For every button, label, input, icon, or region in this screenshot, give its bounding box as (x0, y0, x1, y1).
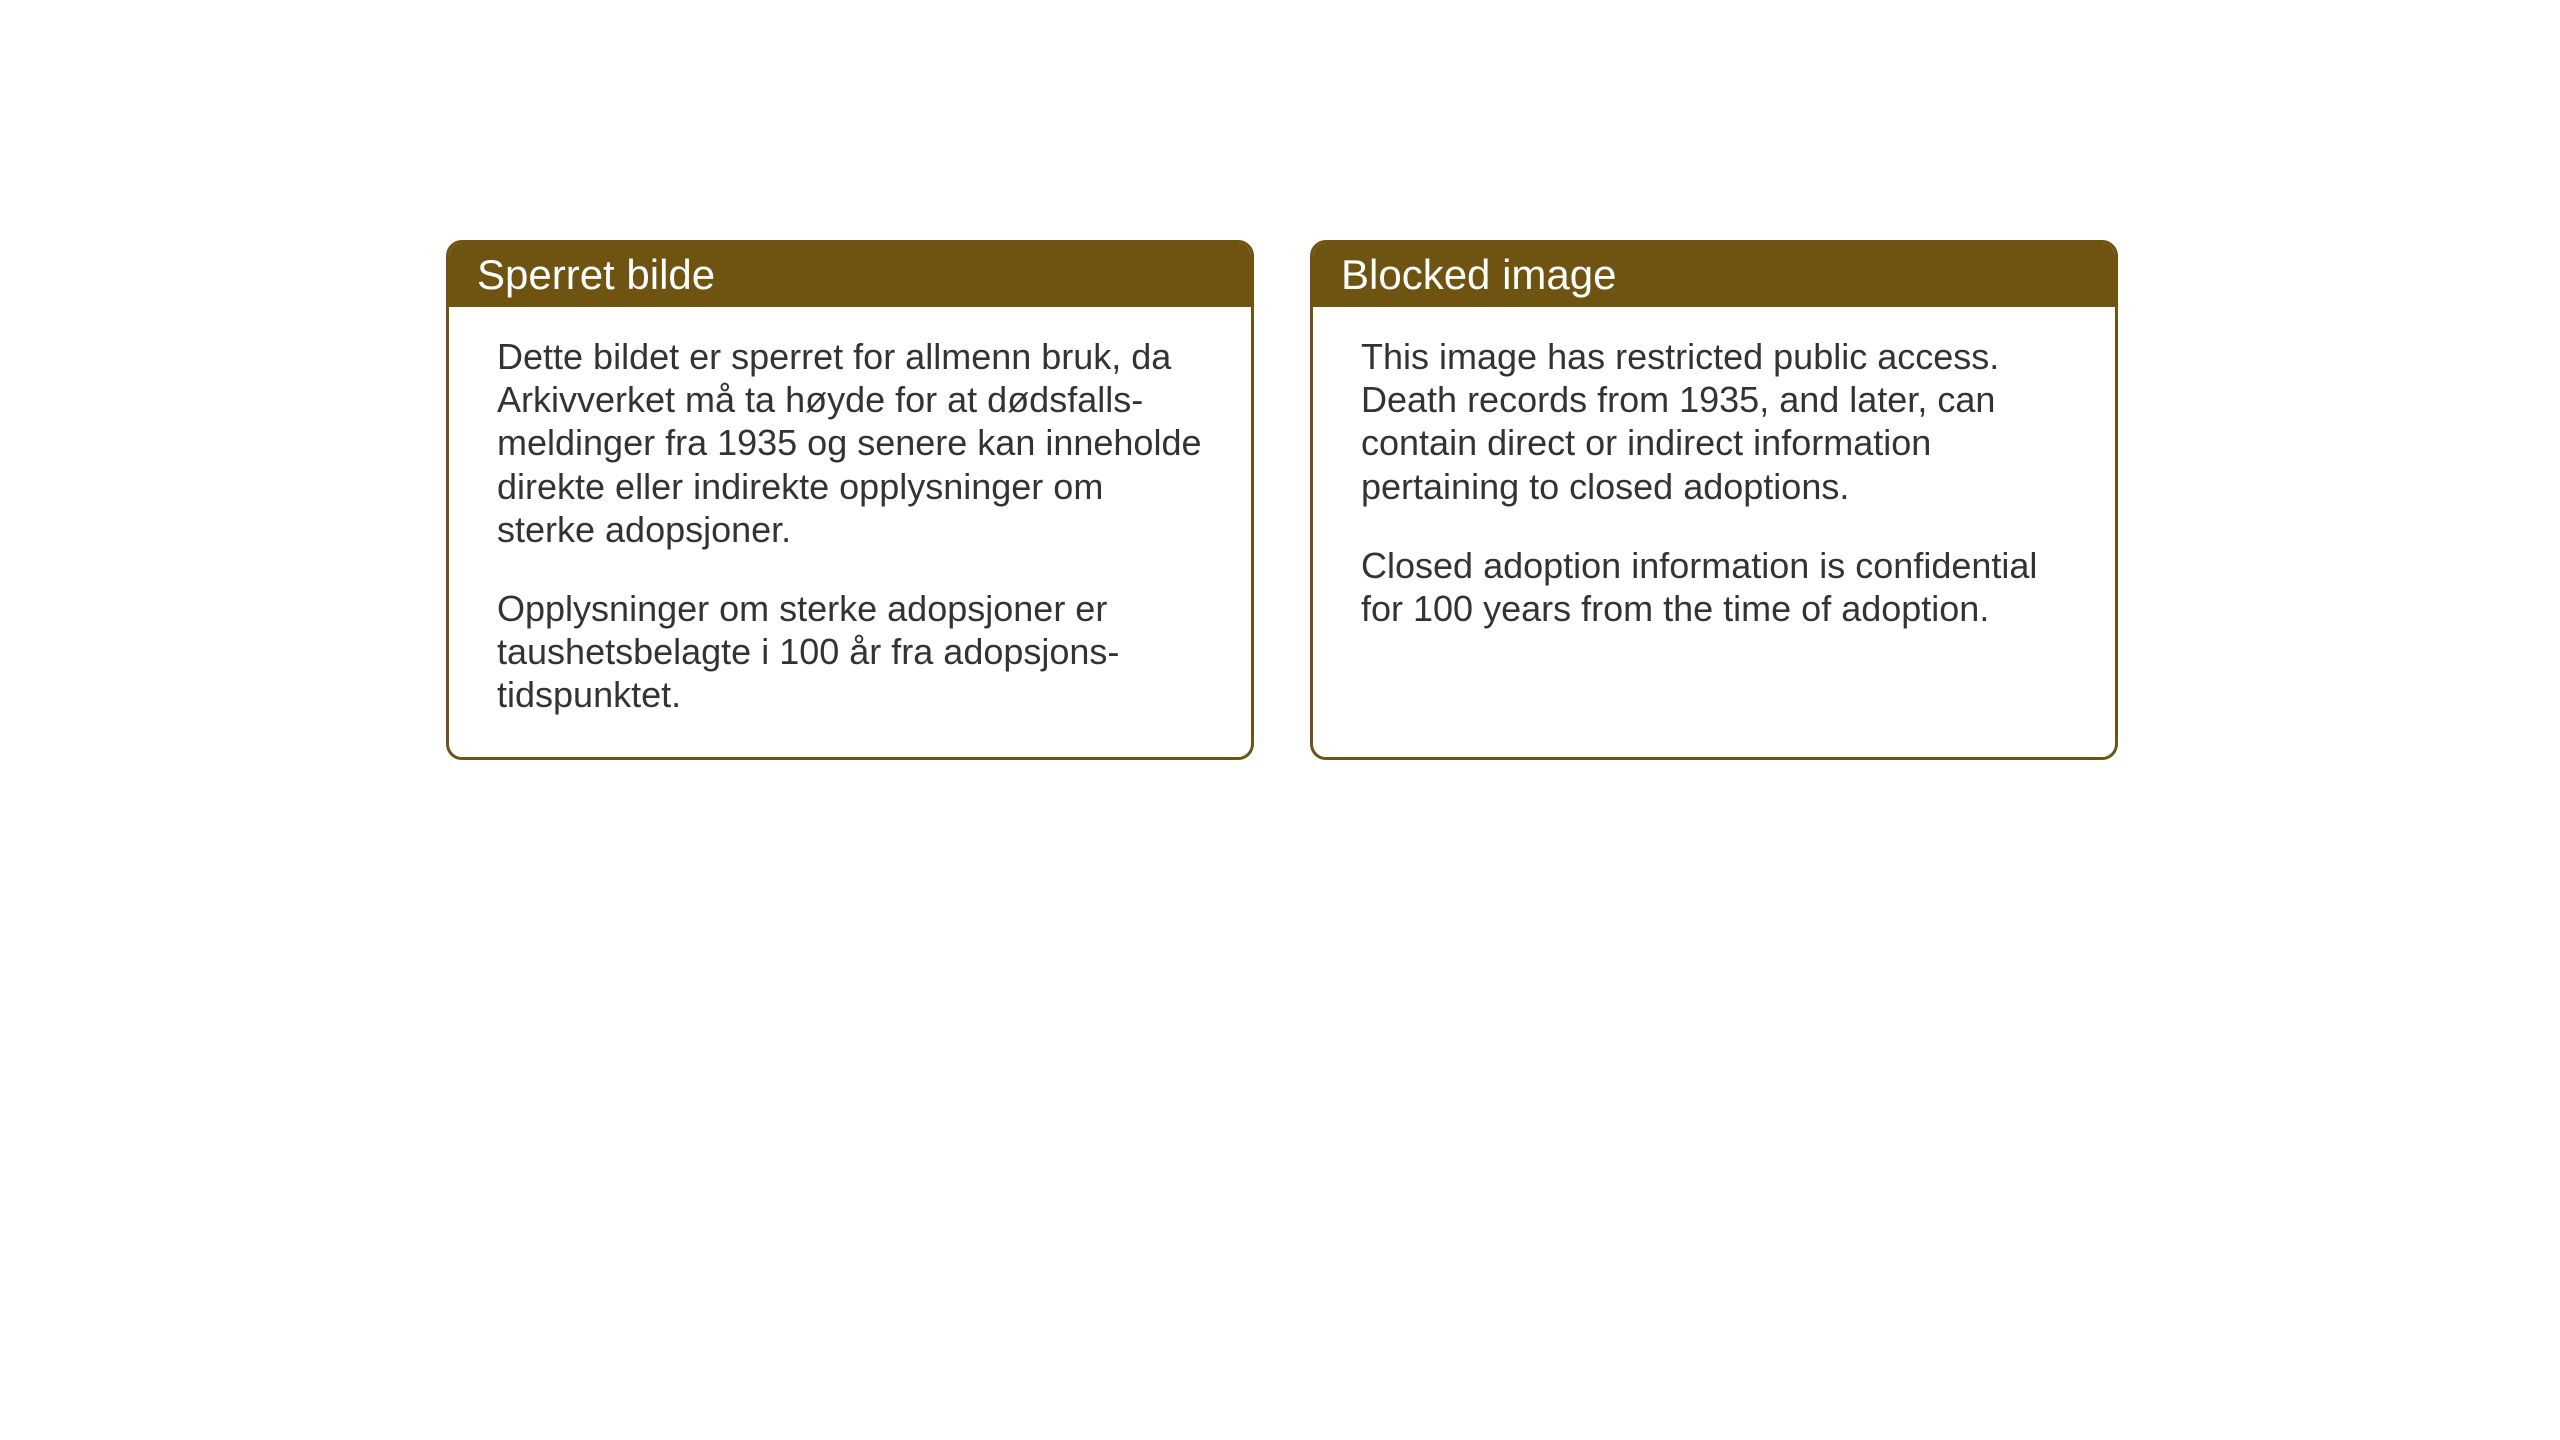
paragraph-2-norwegian: Opplysninger om sterke adopsjoner er tau… (497, 587, 1203, 717)
paragraph-1-english: This image has restricted public access.… (1361, 335, 2067, 508)
card-body-norwegian: Dette bildet er sperret for allmenn bruk… (449, 307, 1251, 757)
card-title-english: Blocked image (1313, 243, 2115, 307)
notice-card-english: Blocked image This image has restricted … (1310, 240, 2118, 760)
notice-cards-container: Sperret bilde Dette bildet er sperret fo… (446, 240, 2118, 760)
notice-card-norwegian: Sperret bilde Dette bildet er sperret fo… (446, 240, 1254, 760)
card-title-norwegian: Sperret bilde (449, 243, 1251, 307)
paragraph-1-norwegian: Dette bildet er sperret for allmenn bruk… (497, 335, 1203, 551)
paragraph-2-english: Closed adoption information is confident… (1361, 544, 2067, 630)
card-body-english: This image has restricted public access.… (1313, 307, 2115, 710)
